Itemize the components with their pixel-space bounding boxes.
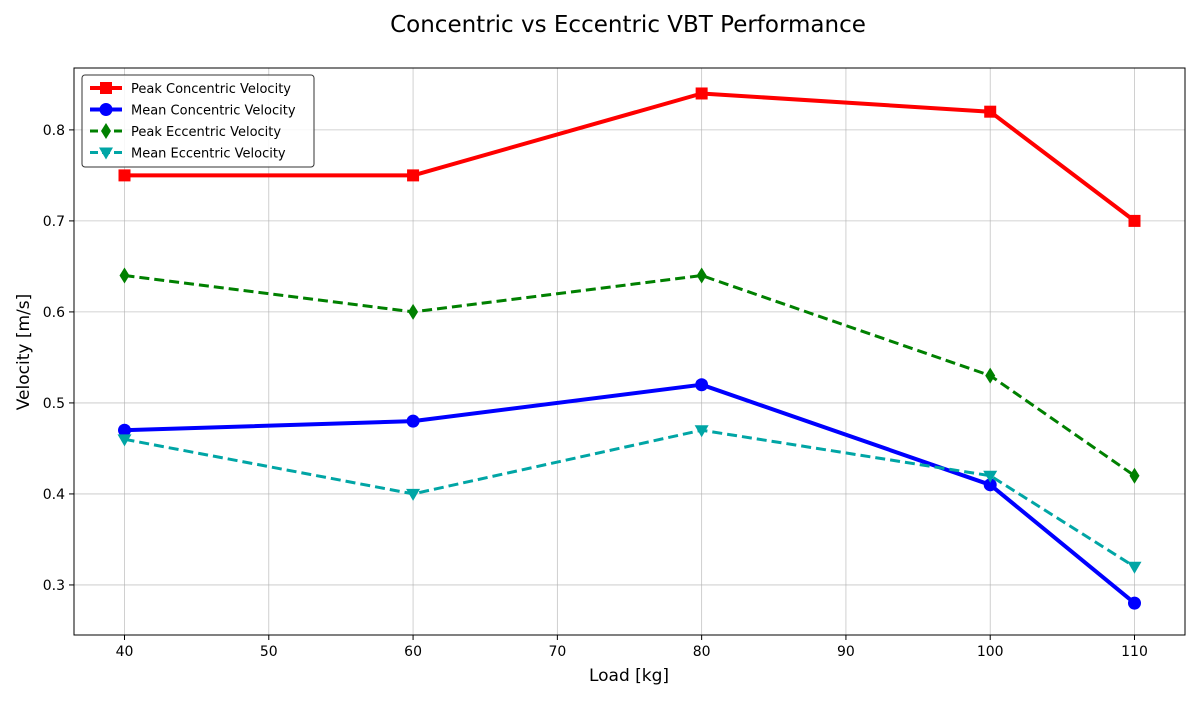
legend-marker (100, 82, 112, 94)
y-tick-label: 0.7 (43, 214, 65, 230)
data-point (983, 470, 998, 483)
legend-item-4: Mean Eccentric Velocity (90, 147, 286, 162)
legend-label: Peak Concentric Velocity (131, 82, 291, 97)
data-point (985, 367, 996, 384)
data-point (117, 434, 132, 447)
x-axis-label: Load [kg] (589, 666, 669, 686)
data-point (1128, 214, 1141, 227)
series-line (124, 274, 1136, 477)
data-point (118, 423, 131, 437)
y-tick-label: 0.5 (43, 396, 65, 412)
data-point (407, 169, 420, 182)
data-point (695, 87, 708, 100)
legend-marker (99, 147, 113, 160)
y-axis-label: Velocity [m/s] (14, 294, 34, 411)
y-tick-label: 0.3 (43, 578, 65, 594)
x-tick-label: 110 (1121, 644, 1148, 660)
plot-frame (73, 67, 1186, 636)
series-line (124, 428, 1136, 568)
axis-ticks: 40 50 60 70 80 90 100 110 0.3 0.4 0.5 0.6 0.7 0.8 (43, 123, 1148, 660)
y-tick-label: 0.4 (43, 487, 65, 503)
x-tick-label: 70 (548, 644, 566, 660)
legend-label: Mean Eccentric Velocity (131, 147, 286, 162)
legend: Peak Concentric Velocity Mean Concentric … (81, 74, 315, 168)
legend-box (81, 74, 315, 168)
series-4 (117, 425, 1142, 574)
data-point (695, 378, 709, 392)
x-tick-label: 40 (116, 644, 134, 660)
data-point (1129, 467, 1140, 484)
legend-marker (99, 103, 113, 116)
chart-title: Concentric vs Eccentric VBT Performance (390, 12, 866, 38)
legend-label: Mean Concentric Velocity (131, 104, 296, 119)
series-2 (118, 378, 1141, 610)
x-tick-label: 80 (693, 644, 711, 660)
data-point (118, 169, 131, 182)
series-1 (118, 87, 1141, 227)
series-3 (119, 267, 1140, 484)
data-point (406, 488, 421, 501)
legend-item-1: Peak Concentric Velocity (90, 82, 291, 97)
y-tick-label: 0.8 (43, 123, 65, 139)
data-point (406, 414, 420, 428)
legend-item-3: Peak Eccentric Velocity (90, 123, 281, 140)
data-point (119, 267, 130, 284)
data-point (983, 478, 997, 492)
x-tick-label: 60 (404, 644, 422, 660)
data-point (694, 425, 709, 438)
y-tick-label: 0.6 (43, 305, 65, 321)
legend-marker (101, 123, 111, 139)
data-point (1127, 561, 1142, 574)
legend-label: Peak Eccentric Velocity (131, 125, 281, 140)
data-point (696, 267, 707, 284)
x-tick-label: 100 (977, 644, 1004, 660)
data-point (984, 105, 997, 118)
data-point (1128, 596, 1141, 610)
x-tick-label: 50 (260, 644, 278, 660)
legend-item-2: Mean Concentric Velocity (90, 103, 296, 119)
x-tick-label: 90 (837, 644, 855, 660)
series-group (117, 87, 1142, 610)
data-point (408, 303, 419, 320)
